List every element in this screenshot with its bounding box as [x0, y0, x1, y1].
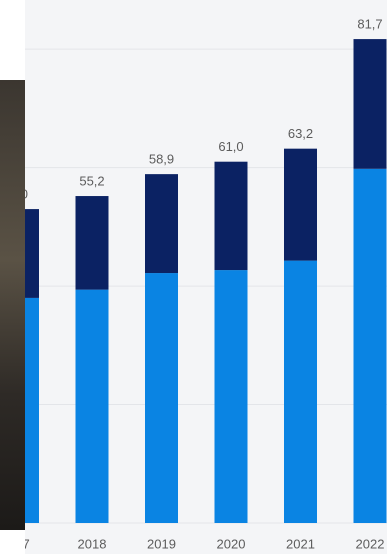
bar-segment [145, 273, 178, 523]
x-tick-label: 17 [15, 536, 29, 551]
x-tick-label: 2018 [78, 536, 107, 551]
plot-area: ,0 17 55,2 2018 58,9 2019 61,0 2020 63,2 2021 81,7… [15, 17, 387, 551]
bar-segment [75, 196, 109, 290]
x-tick-label: 2022 [356, 536, 385, 551]
total-label: 55,2 [79, 173, 104, 188]
bar-segment [25, 209, 39, 298]
bar-segment [214, 270, 248, 523]
bar-segment [284, 148, 317, 261]
bar-segment [75, 289, 109, 523]
total-label: 61,0 [218, 139, 243, 154]
total-label: 63,2 [288, 126, 313, 141]
x-tick-label: 2021 [286, 536, 315, 551]
bar-segment [214, 161, 248, 271]
x-tick-label: 2019 [147, 536, 176, 551]
bar-segment [145, 174, 178, 274]
bar-segment [284, 260, 317, 523]
bar-segment [353, 168, 387, 523]
bar-segment [25, 297, 39, 523]
total-label: ,0 [17, 187, 28, 202]
x-tick-label: 2020 [217, 536, 246, 551]
total-label: 58,9 [149, 152, 174, 167]
total-label: 81,7 [357, 17, 382, 32]
bar-segment [353, 39, 387, 169]
photo-strip [0, 80, 25, 530]
